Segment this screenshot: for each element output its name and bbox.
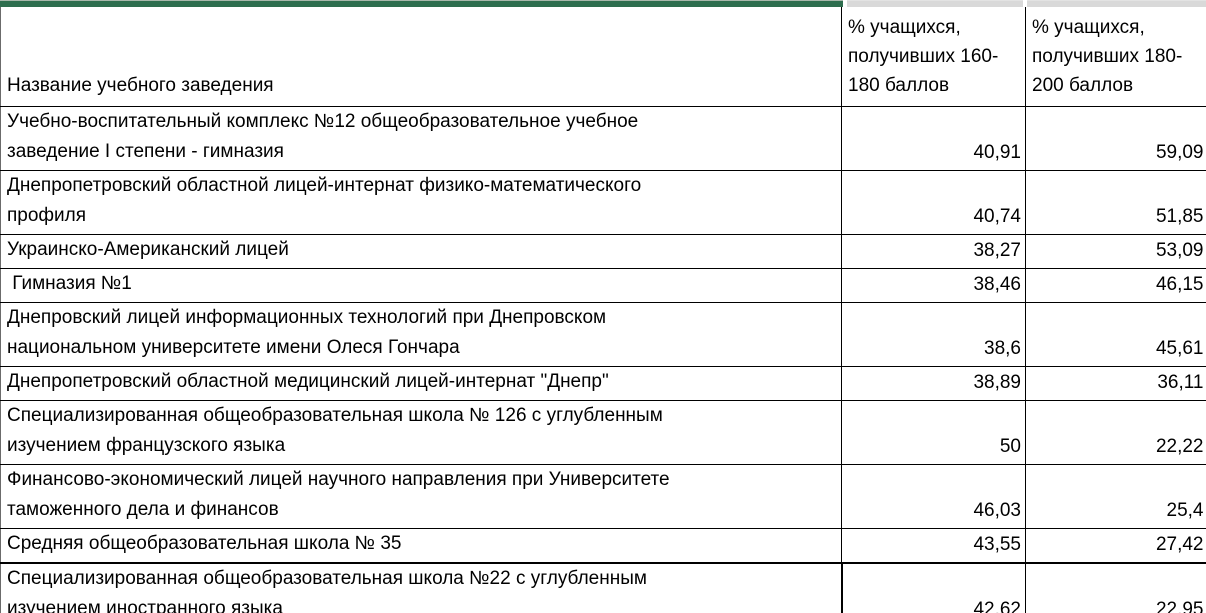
school-name-cell[interactable]: Учебно-воспитательный комплекс №12 общео… bbox=[0, 105, 842, 171]
pct-160-180-cell[interactable]: 38,46 bbox=[841, 267, 1026, 303]
pct-180-200-cell[interactable]: 22,22 bbox=[1025, 399, 1206, 465]
scores-table: Название учебного заведения % учащихся, … bbox=[0, 7, 1206, 613]
column-header-pct-160-180[interactable]: % учащихся, получивших 160- 180 баллов bbox=[841, 7, 1026, 107]
pct-180-200-cell[interactable]: 45,61 bbox=[1025, 301, 1206, 367]
table-row: Специализированная общеобразовательная ш… bbox=[0, 561, 1206, 613]
pct-160-180-cell[interactable]: 43,55 bbox=[841, 527, 1026, 563]
table-row: Днепровский лицей информационных техноло… bbox=[0, 301, 1206, 367]
school-name-cell[interactable]: Днепропетровский областной лицей-интерна… bbox=[0, 169, 842, 235]
table-row: Финансово-экономический лицей научного н… bbox=[0, 463, 1206, 529]
gray-strip-col3 bbox=[1027, 0, 1206, 7]
pct-160-180-cell[interactable]: 38,89 bbox=[841, 365, 1026, 401]
cropped-row-strip bbox=[0, 0, 1206, 7]
table-row: Специализированная общеобразовательная ш… bbox=[0, 399, 1206, 465]
pct-180-200-cell[interactable]: 59,09 bbox=[1025, 105, 1206, 171]
pct-180-200-cell[interactable]: 46,15 bbox=[1025, 267, 1206, 303]
school-name-cell[interactable]: Специализированная общеобразовательная ш… bbox=[0, 561, 843, 613]
pct-180-200-cell[interactable]: 36,11 bbox=[1025, 365, 1206, 401]
table-row: Гимназия №1 38,46 46,15 bbox=[0, 267, 1206, 303]
column-gap bbox=[843, 0, 847, 7]
pct-160-180-cell[interactable]: 46,03 bbox=[841, 463, 1026, 529]
pct-160-180-cell[interactable]: 42,62 bbox=[841, 561, 1026, 613]
table-row: Учебно-воспитательный комплекс №12 общео… bbox=[0, 105, 1206, 171]
school-name-cell[interactable]: Гимназия №1 bbox=[0, 267, 842, 303]
table-row: Днепропетровский областной лицей-интерна… bbox=[0, 169, 1206, 235]
column-header-pct-180-200[interactable]: % учащихся, получивших 180- 200 баллов bbox=[1025, 7, 1206, 107]
school-name-cell[interactable]: Днепропетровский областной медицинский л… bbox=[0, 365, 842, 401]
school-name-cell[interactable]: Финансово-экономический лицей научного н… bbox=[0, 463, 842, 529]
school-name-cell[interactable]: Украинско-Американский лицей bbox=[0, 233, 842, 269]
table-row: Средняя общеобразовательная школа № 35 4… bbox=[0, 527, 1206, 563]
pct-160-180-cell[interactable]: 40,74 bbox=[841, 169, 1026, 235]
pct-180-200-cell[interactable]: 53,09 bbox=[1025, 233, 1206, 269]
column-header-school-name[interactable]: Название учебного заведения bbox=[0, 7, 842, 107]
pct-160-180-cell[interactable]: 50 bbox=[841, 399, 1026, 465]
table-row: Украинско-Американский лицей 38,27 53,09 bbox=[0, 233, 1206, 269]
gray-strip-col2 bbox=[847, 0, 1023, 7]
pct-180-200-cell[interactable]: 22,95 bbox=[1025, 561, 1206, 613]
pct-160-180-cell[interactable]: 38,27 bbox=[841, 233, 1026, 269]
pct-180-200-cell[interactable]: 27,42 bbox=[1025, 527, 1206, 563]
pct-160-180-cell[interactable]: 40,91 bbox=[841, 105, 1026, 171]
green-accent-bar bbox=[0, 0, 843, 7]
school-name-cell[interactable]: Специализированная общеобразовательная ш… bbox=[0, 399, 842, 465]
pct-160-180-cell[interactable]: 38,6 bbox=[841, 301, 1026, 367]
table-row: Днепропетровский областной медицинский л… bbox=[0, 365, 1206, 401]
school-name-cell[interactable]: Днепровский лицей информационных техноло… bbox=[0, 301, 842, 367]
pct-180-200-cell[interactable]: 51,85 bbox=[1025, 169, 1206, 235]
column-gap bbox=[1023, 0, 1027, 7]
school-name-cell[interactable]: Средняя общеобразовательная школа № 35 bbox=[0, 527, 842, 563]
header-row: Название учебного заведения % учащихся, … bbox=[0, 7, 1206, 107]
pct-180-200-cell[interactable]: 25,4 bbox=[1025, 463, 1206, 529]
